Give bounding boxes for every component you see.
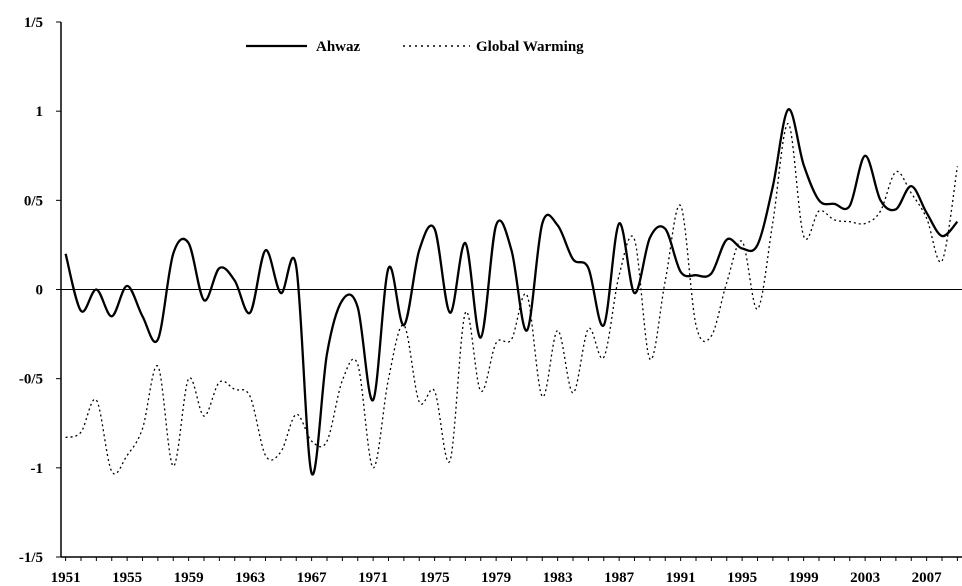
x-tick-label: 1967 <box>297 570 328 586</box>
series-line-ahwaz <box>64 108 959 476</box>
x-tick-label: 1955 <box>112 570 142 586</box>
x-tick-labels: 1951 1955 1959 1963 1967 1971 1975 1979 1983 1987… <box>51 570 943 586</box>
legend-label-ahwaz: Ahwaz <box>316 39 361 55</box>
x-tick-label: 1991 <box>666 570 696 586</box>
legend-label-global-warming: Global Warming <box>476 39 584 55</box>
y-tick-label: 0/5 <box>24 193 43 209</box>
x-tick-label: 1971 <box>358 570 388 586</box>
x-tick-label: 1975 <box>420 570 450 586</box>
legend: Ahwaz Global Warming <box>246 39 584 55</box>
x-tick-label: 2007 <box>912 570 943 586</box>
x-tick-label: 1951 <box>51 570 81 586</box>
y-tick-label: 0 <box>36 283 44 299</box>
y-tick-label: -1/5 <box>19 550 43 566</box>
x-tick-label: 2003 <box>850 570 880 586</box>
y-tick-label: 1/5 <box>24 15 43 31</box>
x-tick-label: 1959 <box>174 570 204 586</box>
x-tick-label: 1963 <box>235 570 265 586</box>
y-tick-label: -0/5 <box>19 372 43 388</box>
y-tick-label: 1 <box>36 104 44 120</box>
y-tick-labels: 1/5 1 0/5 0 -0/5 -1 -1/5 <box>19 15 43 566</box>
y-tick-label: -1 <box>31 461 44 477</box>
x-tick-label: 1979 <box>481 570 511 586</box>
x-tick-label: 1995 <box>727 570 757 586</box>
x-tick-label: 1987 <box>604 570 635 586</box>
series-line-global-warming <box>65 122 959 475</box>
x-tick-label: 1983 <box>543 570 573 586</box>
x-tick-label: 1999 <box>789 570 819 586</box>
axes <box>56 21 962 561</box>
series-lines <box>64 108 959 476</box>
